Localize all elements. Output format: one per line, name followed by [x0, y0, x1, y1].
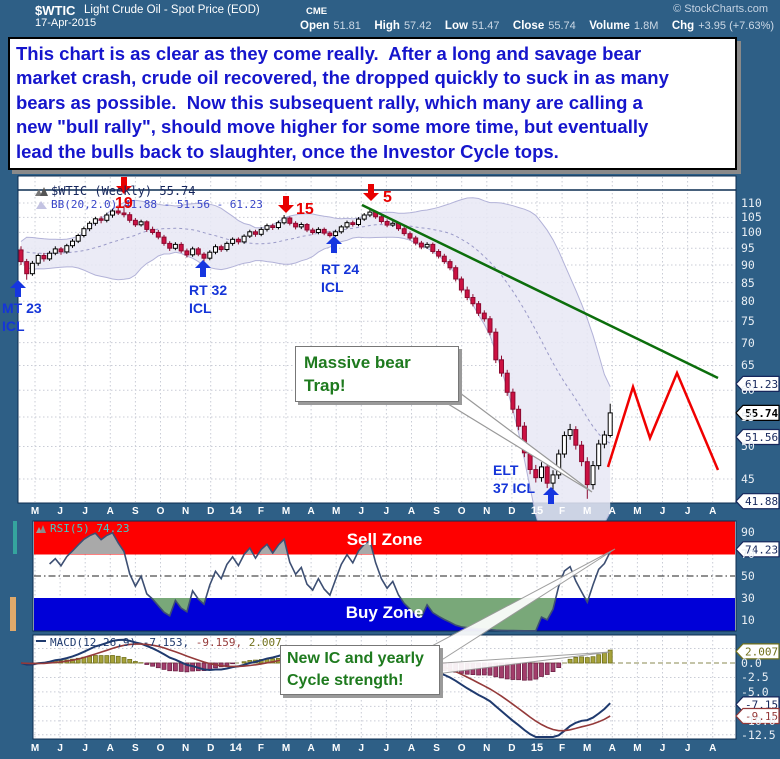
axis-bubble: [735, 404, 780, 421]
axis-bubble: [735, 428, 780, 446]
copyright: © StockCharts.com: [673, 3, 768, 15]
massive-bear-line: Massive bear: [304, 353, 411, 372]
commentary-line: bears as possible. Now this subsequent r…: [16, 91, 643, 113]
close-label: Close: [512, 20, 545, 32]
cycle-arrows: [10, 177, 559, 504]
volume-value: 1.8M: [633, 20, 659, 32]
axis-bubble: [735, 707, 780, 725]
symbol: $WTIC: [35, 3, 76, 18]
quote-bar: Open 51.81 High 57.42 Low 51.47 Close 55.74 …: [291, 16, 780, 34]
new-ic-box: New IC and yearly Cycle strength!: [280, 645, 440, 695]
commentary-line: lead the bulls back to slaughter, once t…: [16, 140, 559, 162]
exchange: CME: [306, 6, 328, 17]
svg-text:2.007: 2.007: [745, 645, 778, 658]
new-ic-line: Cycle strength!: [287, 672, 404, 689]
chart-title: Light Crude Oil - Spot Price (EOD): [84, 4, 260, 16]
low-value: 51.47: [471, 20, 500, 32]
open-label: Open: [300, 20, 330, 32]
projection-zigzag: [606, 369, 720, 471]
high-label: High: [374, 20, 400, 32]
volume-label: Volume: [589, 20, 630, 32]
close-value: 55.74: [548, 20, 576, 32]
svg-text:-9.159: -9.159: [745, 710, 780, 723]
chart-date: 17-Apr-2015: [35, 17, 97, 29]
commentary-box: This chart is as clear as they come real…: [8, 37, 737, 171]
high-value: 57.42: [403, 20, 432, 32]
low-label: Low: [444, 20, 468, 32]
new-ic-line: New IC and yearly: [287, 650, 424, 667]
svg-text:55.74: 55.74: [745, 407, 778, 420]
open-value: 51.81: [333, 20, 361, 32]
rsi-panel: [10, 520, 737, 632]
svg-text:51.56: 51.56: [745, 431, 778, 444]
chg-up-triangle-icon: ▲: [778, 21, 780, 32]
svg-text:74.23: 74.23: [745, 543, 778, 556]
commentary-line: This chart is as clear as they come real…: [16, 43, 642, 64]
massive-bear-trap-box: Massive bear Trap!: [295, 346, 459, 402]
svg-text:41.88: 41.88: [745, 495, 778, 508]
axis-bubble: [735, 375, 780, 392]
bear-trendline: [361, 203, 719, 380]
axis-bubble: [735, 493, 780, 510]
massive-bear-line: Trap!: [304, 376, 346, 395]
chg-label: Chg: [671, 20, 695, 32]
axis-bubble: [735, 541, 780, 558]
candlesticks: [18, 205, 613, 499]
chg-value: +3.95 (+7.63%): [698, 20, 775, 32]
svg-text:61.23: 61.23: [745, 378, 778, 391]
axis-bubble: [735, 643, 780, 660]
commentary-line: new "bull rally", should move higher for…: [16, 116, 649, 138]
commentary-line: market crash, crude oil recovered, the d…: [16, 67, 669, 89]
